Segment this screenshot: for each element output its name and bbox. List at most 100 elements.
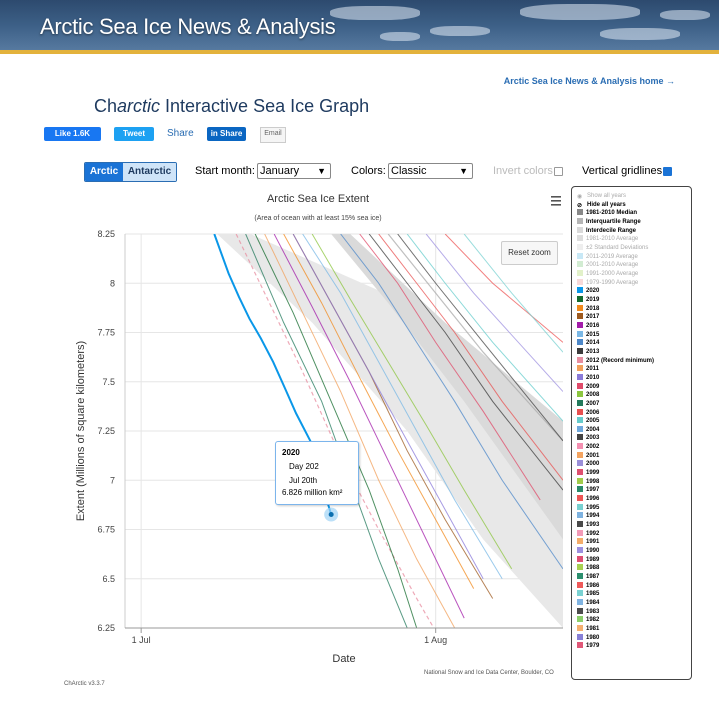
legend-item[interactable]: Interquartile Range: [577, 217, 641, 226]
invert-colors-checkbox[interactable]: [554, 167, 563, 176]
legend-item[interactable]: 1982: [577, 616, 599, 624]
antarctic-button[interactable]: Antarctic: [123, 163, 176, 181]
legend-label: 1994: [586, 513, 600, 520]
facebook-like-button[interactable]: Like 1.6K: [44, 127, 101, 141]
email-button[interactable]: Email: [260, 127, 286, 143]
reset-zoom-button[interactable]: Reset zoom: [501, 241, 558, 265]
legend-item[interactable]: ◉ Show all years: [577, 192, 626, 200]
legend-item[interactable]: 2000: [577, 460, 599, 468]
legend-item[interactable]: 1987: [577, 573, 599, 581]
legend-item[interactable]: 2015: [577, 330, 599, 339]
legend-item[interactable]: 2009: [577, 382, 599, 391]
legend-item[interactable]: 2001: [577, 451, 599, 460]
legend-label: 1979: [586, 643, 600, 650]
share-link[interactable]: Share: [167, 128, 194, 139]
legend-item[interactable]: 1995: [577, 503, 599, 512]
legend-label: 2020: [586, 288, 600, 295]
legend-item[interactable]: 1985: [577, 590, 599, 598]
legend-item[interactable]: 1981: [577, 625, 599, 633]
legend-label: 1992: [586, 530, 600, 537]
legend-item[interactable]: 2018: [577, 304, 599, 313]
legend-item[interactable]: 1981-2010 Average: [577, 235, 638, 243]
vertical-gridlines-checkbox[interactable]: [663, 167, 672, 176]
legend-item[interactable]: 2005: [577, 417, 599, 425]
legend-item[interactable]: ⊘ Hide all years: [577, 201, 626, 209]
legend-item[interactable]: 2008: [577, 391, 599, 399]
legend-swatch: [577, 408, 583, 415]
legend-item[interactable]: 1981-2010 Median: [577, 209, 637, 217]
legend-label: 1999: [586, 470, 600, 477]
legend-item[interactable]: 1986: [577, 581, 600, 590]
legend-item[interactable]: 1989: [577, 555, 599, 564]
legend-item[interactable]: 2014: [577, 339, 599, 347]
legend-item[interactable]: 1997: [577, 486, 599, 494]
legend-item[interactable]: 2001-2010 Average: [577, 261, 638, 269]
legend-label: 2006: [586, 409, 600, 416]
legend-label: 1984: [586, 600, 600, 607]
legend-item[interactable]: 1983: [577, 607, 600, 616]
colors-select[interactable]: Classic ▼: [388, 163, 473, 179]
legend-swatch: [577, 382, 583, 389]
legend-item[interactable]: 2011-2019 Average: [577, 252, 638, 261]
legend-item[interactable]: 1991-2000 Average: [577, 269, 638, 278]
legend-item[interactable]: 2003: [577, 434, 599, 442]
tweet-button[interactable]: Tweet: [114, 127, 154, 141]
legend-item[interactable]: 1999: [577, 469, 599, 477]
legend-item[interactable]: 1994: [577, 512, 599, 520]
legend-item[interactable]: 1988: [577, 564, 599, 572]
legend-item[interactable]: 1984: [577, 599, 599, 607]
legend-label: 2007: [586, 400, 600, 407]
legend-label: 2014: [586, 340, 600, 347]
legend-item[interactable]: 1990: [577, 547, 599, 555]
legend-item[interactable]: 2017: [577, 313, 599, 321]
y-tick-label: 6.75: [97, 525, 115, 535]
legend-item[interactable]: 1996: [577, 495, 599, 503]
legend-swatch: [577, 512, 583, 519]
legend-item[interactable]: 1980: [577, 633, 600, 642]
legend-item[interactable]: 2012 (Record minimum): [577, 356, 654, 365]
legend-label: 2001-2010 Average: [586, 262, 639, 269]
legend-item[interactable]: 2011: [577, 365, 599, 373]
start-month-select[interactable]: January ▼: [257, 163, 331, 179]
legend-item[interactable]: 1991: [577, 538, 599, 546]
series-line: [397, 234, 563, 442]
legend-label: 2002: [586, 444, 600, 451]
legend-item[interactable]: 2010: [577, 373, 599, 382]
legend-label: 1988: [586, 565, 600, 572]
series-line: [340, 234, 563, 570]
legend-swatch: [577, 391, 583, 398]
legend-swatch: [577, 477, 583, 484]
legend-item[interactable]: 2007: [577, 399, 600, 408]
legend-item[interactable]: 2004: [577, 425, 599, 434]
legend-item[interactable]: 1979-1990 Average: [577, 278, 638, 287]
legend-swatch: [577, 339, 583, 346]
series-line: [444, 234, 563, 343]
series-line: [406, 234, 563, 422]
legend-item[interactable]: 1992: [577, 529, 600, 538]
site-title[interactable]: Arctic Sea Ice News & Analysis: [40, 14, 336, 39]
legend-item[interactable]: ±2 Standard Deviations: [577, 243, 648, 252]
legend-item[interactable]: 2019: [577, 295, 599, 304]
legend-item[interactable]: 2013: [577, 347, 599, 356]
legend-item[interactable]: 1979: [577, 642, 599, 650]
legend-item[interactable]: 2002: [577, 443, 599, 451]
legend-item[interactable]: 2016: [577, 321, 599, 330]
legend-item[interactable]: 1998: [577, 477, 599, 486]
arctic-button[interactable]: Arctic: [85, 163, 123, 181]
legend-label: 1986: [586, 582, 600, 589]
legend-item[interactable]: 2020: [577, 287, 599, 295]
series-line: [359, 234, 541, 501]
home-link[interactable]: Arctic Sea Ice News & Analysis home →: [503, 76, 675, 86]
legend-item[interactable]: 2006: [577, 408, 600, 417]
series-line: [283, 234, 475, 589]
linkedin-share-button[interactable]: in Share: [207, 127, 246, 141]
start-month-value: January: [260, 165, 300, 177]
legend-label: 1980: [586, 634, 600, 641]
legend-item[interactable]: Interdecile Range: [577, 226, 636, 235]
legend-swatch: [577, 217, 583, 224]
legend-swatch: [577, 642, 583, 649]
legend-item[interactable]: 1993: [577, 521, 599, 529]
legend-swatch: [577, 313, 583, 320]
chart-title: Arctic Sea Ice Extent: [267, 193, 369, 205]
legend-label: 1983: [586, 608, 600, 615]
